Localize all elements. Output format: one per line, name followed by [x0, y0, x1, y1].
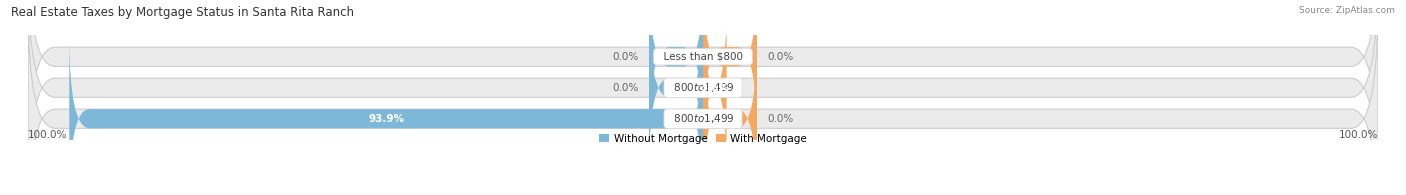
Text: 0.0%: 0.0%: [768, 114, 793, 124]
FancyBboxPatch shape: [28, 0, 1378, 171]
FancyBboxPatch shape: [28, 0, 1378, 195]
Text: $800 to $1,499: $800 to $1,499: [666, 81, 740, 94]
FancyBboxPatch shape: [703, 4, 727, 171]
FancyBboxPatch shape: [28, 4, 1378, 195]
Text: Less than $800: Less than $800: [657, 52, 749, 62]
Text: 100.0%: 100.0%: [28, 130, 67, 140]
Text: 0.0%: 0.0%: [613, 52, 638, 62]
Text: 100.0%: 100.0%: [1339, 130, 1378, 140]
Text: Source: ZipAtlas.com: Source: ZipAtlas.com: [1299, 6, 1395, 15]
Text: $800 to $1,499: $800 to $1,499: [666, 112, 740, 125]
Legend: Without Mortgage, With Mortgage: Without Mortgage, With Mortgage: [595, 129, 811, 148]
Text: 0.0%: 0.0%: [613, 83, 638, 93]
Text: Real Estate Taxes by Mortgage Status in Santa Rita Ranch: Real Estate Taxes by Mortgage Status in …: [11, 6, 354, 19]
FancyBboxPatch shape: [69, 35, 703, 195]
Text: 93.9%: 93.9%: [368, 114, 404, 124]
FancyBboxPatch shape: [703, 0, 756, 140]
Text: 3.5%: 3.5%: [700, 83, 730, 93]
FancyBboxPatch shape: [703, 35, 756, 195]
FancyBboxPatch shape: [650, 0, 703, 140]
FancyBboxPatch shape: [650, 4, 703, 171]
Text: 0.0%: 0.0%: [768, 52, 793, 62]
